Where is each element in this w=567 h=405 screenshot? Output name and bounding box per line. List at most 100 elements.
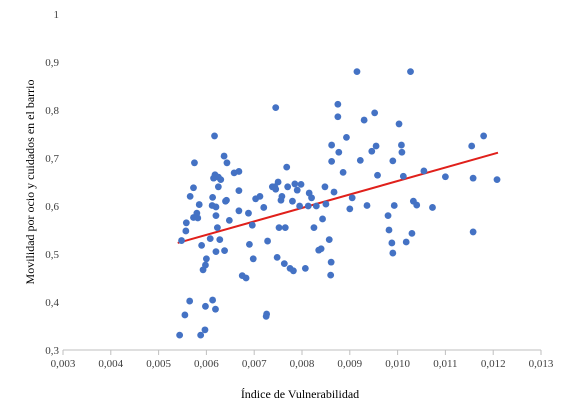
data-point — [203, 255, 210, 263]
y-tick-label: 0,6 — [45, 201, 59, 213]
trendline — [177, 151, 499, 244]
y-tick-label: 0,7 — [45, 153, 59, 165]
x-tick-label: 0,005 — [146, 358, 171, 370]
data-point — [195, 201, 203, 208]
data-point — [201, 326, 209, 334]
data-point — [176, 331, 184, 339]
data-point — [194, 214, 202, 222]
points-layer — [176, 68, 501, 339]
data-point — [468, 142, 476, 150]
data-point — [372, 142, 380, 150]
data-point — [469, 174, 477, 182]
data-point — [301, 265, 309, 272]
data-point — [353, 68, 361, 75]
data-point — [260, 204, 268, 211]
data-point — [296, 202, 304, 210]
y-tick-label: 1 — [54, 9, 60, 21]
data-point — [325, 236, 333, 244]
data-point — [327, 271, 335, 279]
data-point — [398, 148, 406, 156]
data-point — [212, 305, 219, 313]
data-point — [264, 237, 271, 245]
data-point — [248, 221, 256, 229]
data-point — [202, 261, 209, 269]
data-point — [216, 236, 224, 244]
data-point — [212, 212, 220, 220]
data-point — [319, 215, 326, 223]
data-point — [389, 249, 397, 257]
data-point — [225, 217, 233, 224]
data-point — [191, 159, 198, 167]
data-point — [407, 68, 414, 75]
data-point — [214, 183, 222, 191]
data-point — [388, 239, 396, 247]
data-point — [493, 176, 501, 184]
data-point — [308, 194, 315, 202]
data-point — [209, 193, 217, 201]
data-point — [293, 186, 301, 194]
data-point — [272, 104, 280, 111]
data-point — [213, 224, 221, 232]
data-point — [235, 187, 243, 195]
data-point — [384, 212, 392, 220]
data-point — [256, 193, 264, 200]
data-point — [182, 227, 190, 235]
data-point — [385, 226, 393, 234]
data-point — [280, 260, 288, 267]
x-tick-label: 0,011 — [433, 358, 457, 370]
data-point — [278, 193, 286, 200]
data-point — [186, 297, 194, 305]
data-point — [178, 237, 185, 244]
data-point — [399, 172, 407, 180]
data-point — [334, 113, 342, 121]
y-tick-label: 0,9 — [45, 57, 59, 69]
data-point — [212, 248, 220, 256]
data-point — [289, 267, 297, 275]
data-point — [321, 183, 329, 191]
data-point — [249, 255, 257, 263]
x-tick-label: 0,006 — [194, 358, 219, 370]
data-point — [390, 202, 398, 209]
data-point — [322, 200, 330, 208]
data-point — [304, 202, 312, 210]
data-point — [221, 247, 228, 255]
trendline-layer — [177, 151, 499, 244]
data-point — [402, 238, 410, 246]
data-point — [330, 188, 338, 196]
data-point — [235, 207, 243, 215]
x-tick-label: 0,008 — [290, 358, 315, 370]
data-point — [395, 120, 403, 128]
data-point — [398, 141, 405, 149]
data-point — [273, 253, 281, 261]
data-point — [363, 202, 371, 209]
data-point — [420, 167, 428, 175]
data-point — [413, 201, 421, 209]
data-point — [284, 183, 292, 191]
data-point — [371, 109, 379, 117]
data-point — [480, 132, 488, 140]
data-point — [263, 310, 271, 318]
data-point — [242, 274, 250, 282]
data-point — [223, 159, 231, 167]
data-point — [198, 241, 206, 249]
data-point — [202, 302, 209, 310]
data-point — [190, 184, 197, 192]
data-point — [211, 132, 218, 140]
x-tick-label: 0,003 — [51, 358, 76, 370]
tick-labels: 0,003 0,004 0,005 0,006 0,007 0,008 0,009 0,010… — [45, 9, 554, 370]
data-point — [310, 224, 318, 232]
data-point — [297, 181, 305, 188]
data-point — [289, 197, 296, 205]
x-axis-title: Índice de Vulnerabilidad — [241, 387, 359, 401]
data-point — [408, 229, 416, 237]
data-point — [442, 173, 449, 181]
data-point — [317, 245, 325, 253]
y-tick-label: 0,8 — [45, 105, 59, 117]
data-point — [275, 224, 283, 232]
y-axis-title: Movilidad por ocio y cuidados en el barr… — [23, 80, 37, 285]
data-point — [246, 241, 253, 248]
data-point — [291, 180, 299, 188]
x-tick-label: 0,013 — [529, 358, 554, 370]
data-point — [223, 196, 230, 204]
